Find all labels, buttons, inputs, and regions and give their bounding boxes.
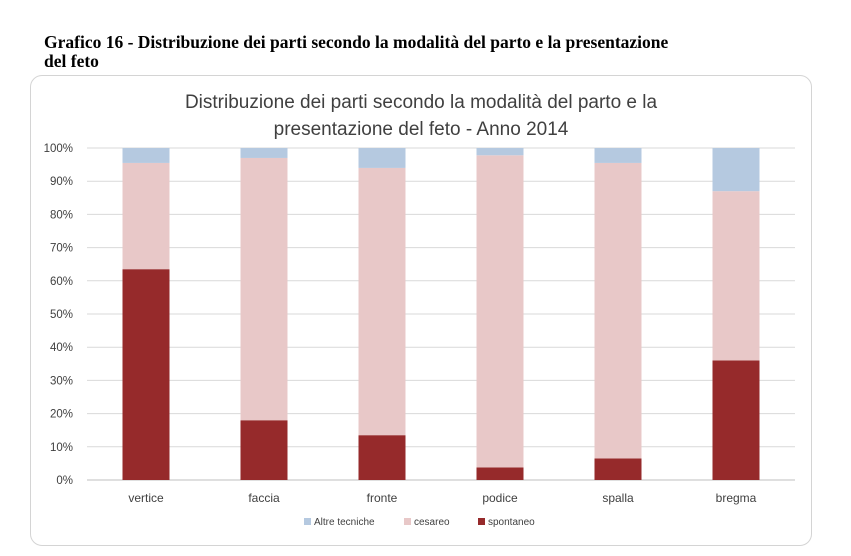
chart-title-line-1: Distribuzione dei parti secondo la modal…	[185, 92, 658, 113]
bar-segment-cesareo-spalla	[594, 162, 642, 459]
x-category-label: fronte	[367, 491, 398, 505]
x-category-label: podice	[482, 491, 518, 505]
figure-caption: Grafico 16 - Distribuzione dei parti sec…	[44, 33, 804, 71]
bar-segment-altre-tecniche-podice	[476, 148, 524, 156]
legend-swatch	[478, 518, 485, 525]
bar-segment-altre-tecniche-vertice	[122, 148, 170, 163]
y-tick-label: 30%	[50, 375, 73, 387]
bar-segment-altre-tecniche-fronte	[358, 148, 406, 168]
bar-segment-altre-tecniche-faccia	[240, 148, 288, 158]
bar-segment-altre-tecniche-spalla	[594, 148, 642, 163]
bar-segment-altre-tecniche-bregma	[712, 148, 760, 192]
y-tick-label: 20%	[50, 409, 73, 421]
y-tick-label: 70%	[50, 243, 73, 255]
x-category-label: spalla	[602, 491, 634, 505]
y-tick-label: 80%	[50, 209, 73, 221]
bar-segment-spontaneo-podice	[476, 467, 524, 480]
y-tick-label: 60%	[50, 276, 73, 288]
bar-segment-spontaneo-bregma	[712, 360, 760, 480]
legend-swatch	[304, 518, 311, 525]
legend-swatch	[404, 518, 411, 525]
bar-segment-spontaneo-vertice	[122, 269, 170, 480]
bar-segment-cesareo-faccia	[240, 157, 288, 421]
caption-line-2: del feto	[44, 51, 99, 71]
y-tick-label: 50%	[50, 309, 73, 321]
bar-segment-cesareo-fronte	[358, 167, 406, 436]
bar-segment-cesareo-podice	[476, 155, 524, 468]
bar-segment-spontaneo-spalla	[594, 458, 642, 480]
chart-title-line-2: presentazione del feto - Anno 2014	[274, 119, 569, 140]
y-tick-label: 90%	[50, 176, 73, 188]
caption-line-1: Grafico 16 - Distribuzione dei parti sec…	[44, 32, 669, 52]
legend-label: Altre tecniche	[314, 517, 375, 528]
y-tick-label: 100%	[44, 143, 73, 155]
x-category-label: vertice	[128, 491, 164, 505]
bar-segment-spontaneo-faccia	[240, 420, 288, 480]
legend-label: spontaneo	[488, 517, 535, 528]
bar-segment-cesareo-bregma	[712, 191, 760, 361]
bar-segment-spontaneo-fronte	[358, 435, 406, 480]
legend-label: cesareo	[414, 517, 450, 528]
x-category-label: faccia	[248, 491, 280, 505]
y-tick-label: 10%	[50, 442, 73, 454]
y-tick-label: 0%	[56, 475, 73, 487]
bar-segment-cesareo-vertice	[122, 162, 170, 270]
y-tick-label: 40%	[50, 342, 73, 354]
x-category-label: bregma	[716, 491, 757, 505]
